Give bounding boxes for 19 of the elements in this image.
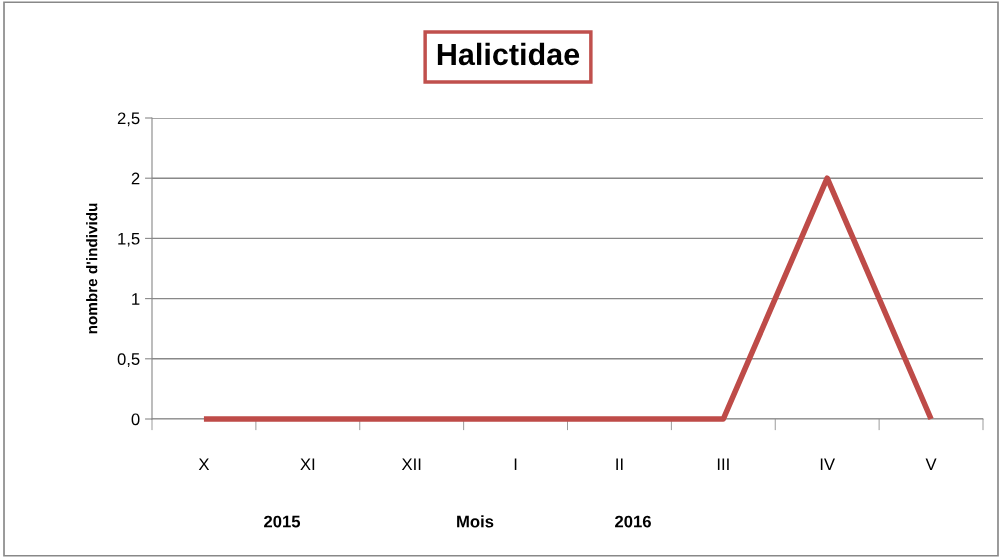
text: 2015: [264, 515, 301, 528]
x-tick-label: X: [198, 458, 210, 470]
y-tick-label: 2: [131, 172, 140, 185]
y-tick-label: 0: [131, 413, 140, 426]
x-tick-label: I: [514, 458, 517, 470]
x-tick-label: IV: [820, 458, 835, 470]
x-tick-label: XII: [401, 458, 421, 470]
text: 2016: [615, 515, 651, 528]
x-tick-label: III: [717, 458, 729, 470]
x-axis-title: Mois: [457, 515, 494, 528]
y-tick-label: 1,5: [118, 232, 140, 247]
y-tick-label: 1: [132, 293, 140, 305]
chart-title: Halictidae: [437, 42, 580, 66]
y-axis-title: nombre d'individu: [86, 203, 98, 334]
y-tick-label: 2,5: [117, 112, 140, 127]
x-tick-label: V: [925, 458, 937, 470]
x-tick-label: XI: [300, 458, 315, 470]
y-tick-label: 0,5: [117, 353, 140, 367]
x-tick-label: II: [616, 458, 623, 470]
